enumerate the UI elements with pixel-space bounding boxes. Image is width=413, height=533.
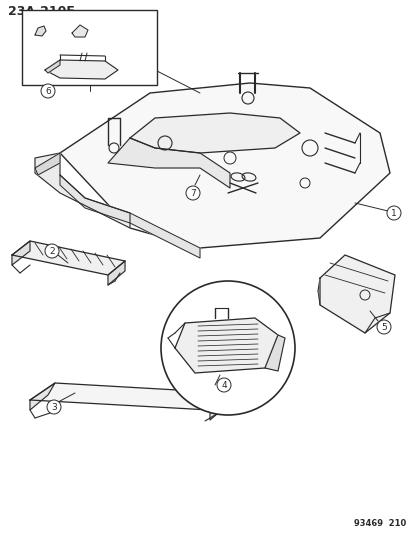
Polygon shape xyxy=(264,335,284,371)
Polygon shape xyxy=(30,383,230,410)
Polygon shape xyxy=(60,83,389,248)
Polygon shape xyxy=(45,60,118,79)
Text: 93469  210: 93469 210 xyxy=(353,519,405,528)
Polygon shape xyxy=(35,26,46,36)
Polygon shape xyxy=(108,261,125,285)
Polygon shape xyxy=(72,25,88,37)
Text: 1: 1 xyxy=(390,208,396,217)
Text: 6: 6 xyxy=(45,86,51,95)
Polygon shape xyxy=(45,60,60,73)
Polygon shape xyxy=(319,255,394,333)
Circle shape xyxy=(376,320,390,334)
Circle shape xyxy=(386,206,400,220)
Polygon shape xyxy=(130,113,299,153)
Text: 5: 5 xyxy=(380,322,386,332)
Polygon shape xyxy=(30,383,55,410)
Bar xyxy=(22,10,157,85)
Text: 4: 4 xyxy=(221,381,226,390)
Circle shape xyxy=(47,400,61,414)
Polygon shape xyxy=(35,153,130,228)
Circle shape xyxy=(45,244,59,258)
Text: 23A-210F: 23A-210F xyxy=(8,5,75,18)
Polygon shape xyxy=(108,138,230,188)
Circle shape xyxy=(41,84,55,98)
Polygon shape xyxy=(175,318,277,373)
Text: 2: 2 xyxy=(49,246,55,255)
Polygon shape xyxy=(35,153,60,175)
Text: 3: 3 xyxy=(51,402,57,411)
Circle shape xyxy=(161,281,294,415)
Text: 7: 7 xyxy=(190,189,195,198)
Polygon shape xyxy=(209,393,230,420)
Polygon shape xyxy=(12,241,30,265)
Polygon shape xyxy=(12,241,125,275)
Circle shape xyxy=(216,378,230,392)
Circle shape xyxy=(185,186,199,200)
Polygon shape xyxy=(60,175,199,258)
